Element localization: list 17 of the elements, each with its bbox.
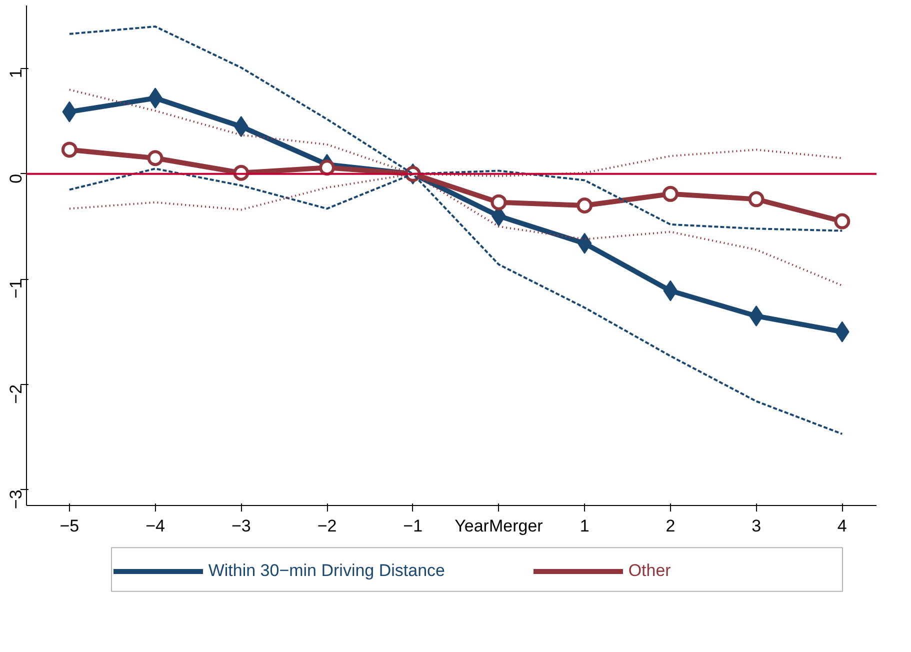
x-tick-label: 1	[580, 516, 590, 536]
x-tick-label: −2	[317, 516, 337, 536]
y-tick-label: 1	[6, 68, 26, 78]
x-tick-label: −1	[403, 516, 423, 536]
text: Within 30−min Driving Distance	[208, 561, 445, 581]
y-tick-label: −2	[6, 384, 26, 404]
x-tick-label: YearMerger	[454, 516, 544, 536]
y-tick-label: −3	[6, 490, 26, 510]
x-tick-label: 3	[752, 516, 762, 536]
x-tick-label: 4	[837, 516, 847, 536]
y-tick-label: −1	[6, 279, 26, 299]
x-tick-label: −5	[60, 516, 80, 536]
x-tick-label: 2	[666, 516, 676, 536]
text: Other	[628, 561, 671, 581]
x-tick-label: −4	[146, 516, 165, 536]
x-tick-label: −3	[231, 516, 251, 536]
y-tick-label: 0	[6, 174, 26, 184]
